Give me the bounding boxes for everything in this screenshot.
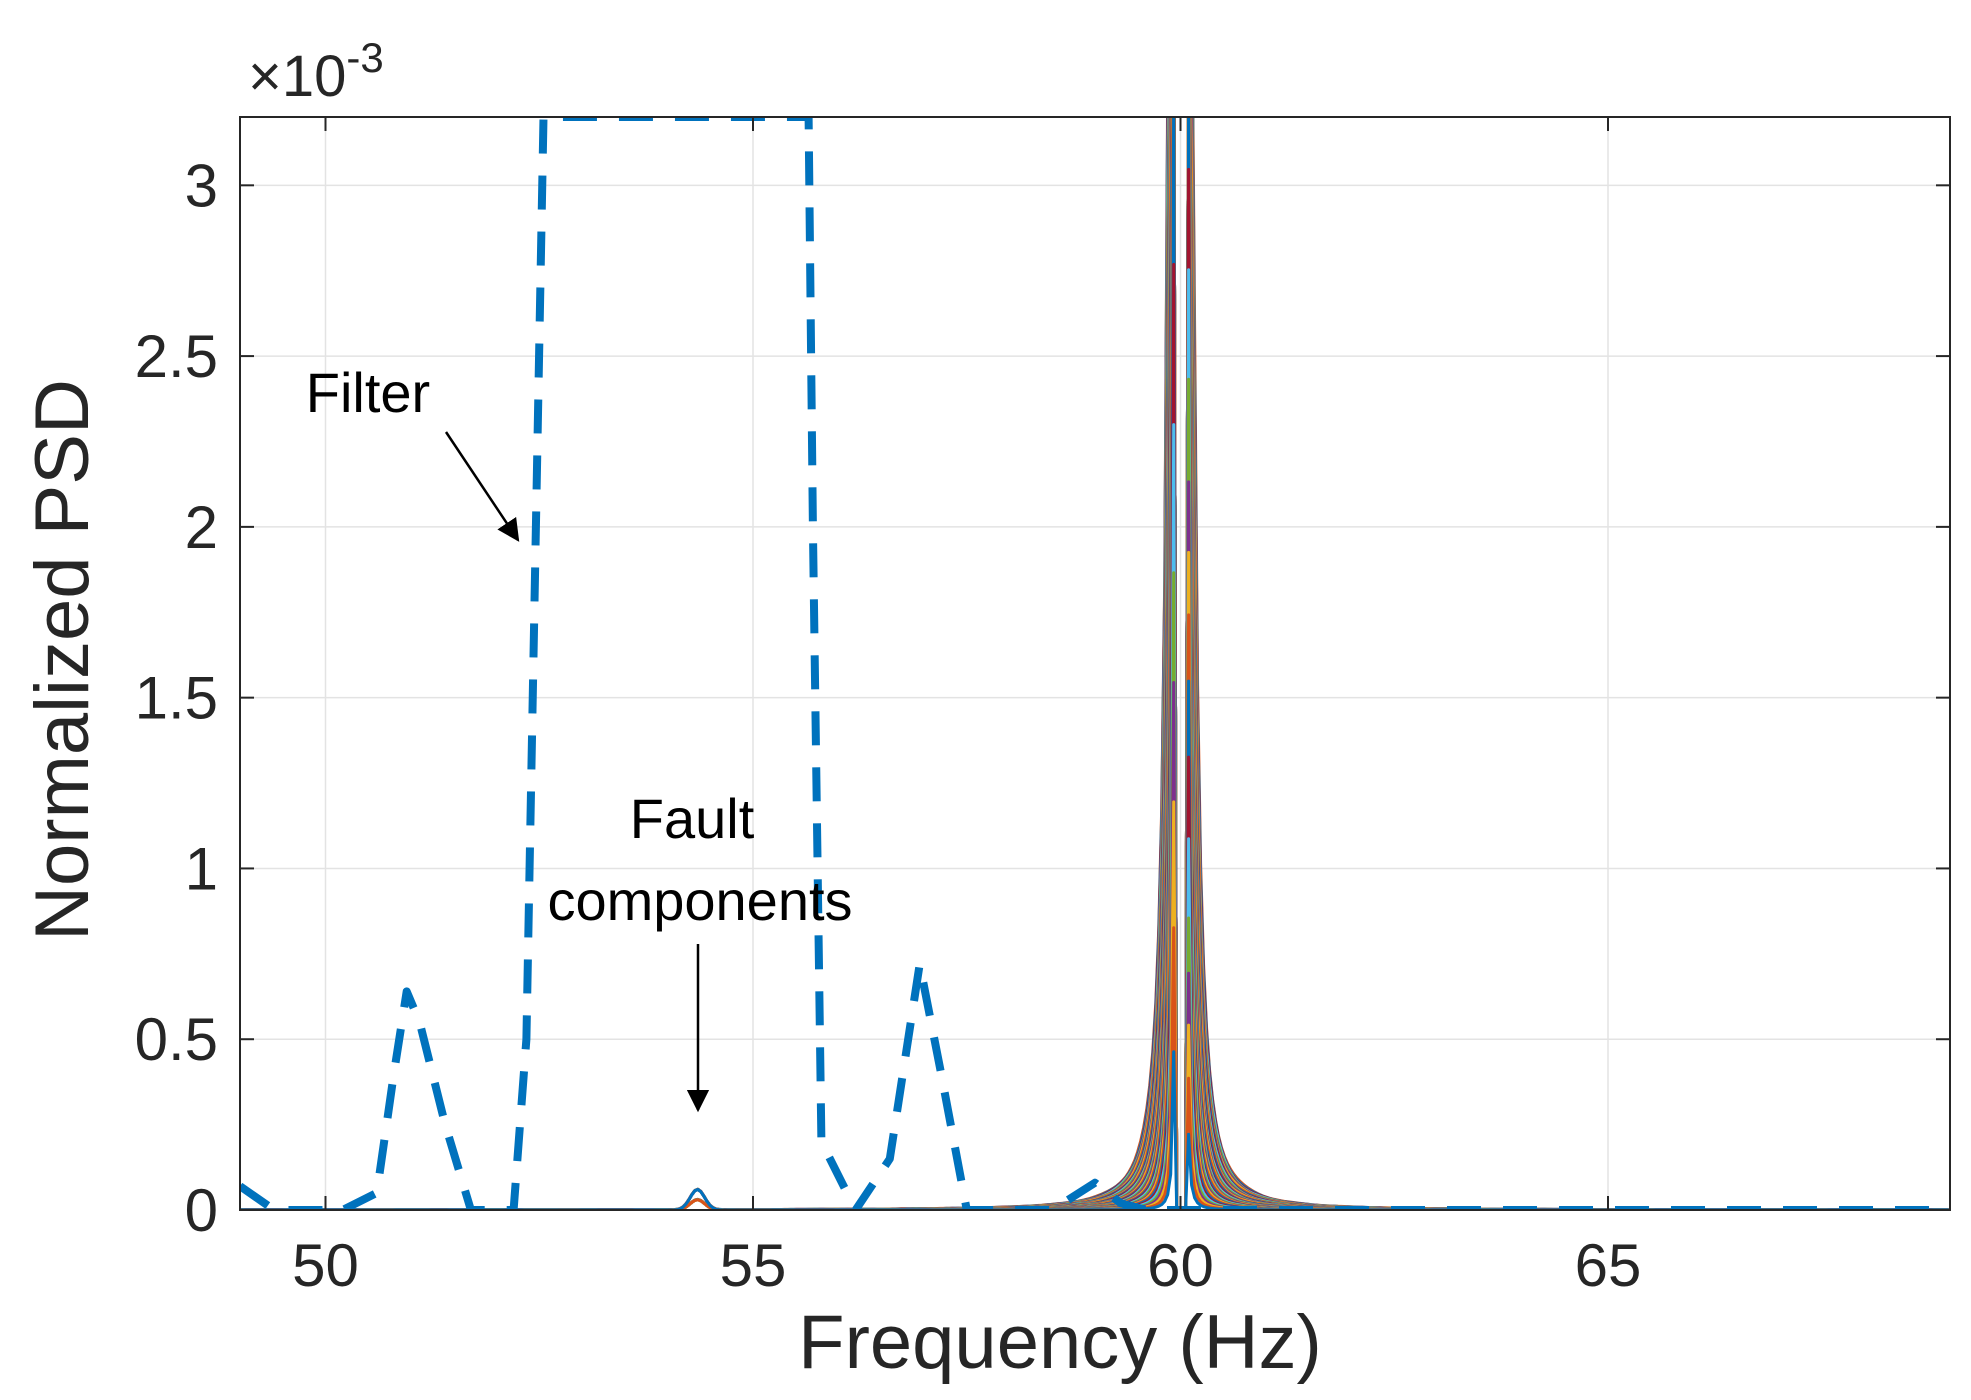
plot-area [240, 117, 1950, 1210]
x-tick-label: 55 [720, 1232, 787, 1299]
y-tick-label: 2 [185, 494, 218, 561]
y-exponent-label: ×10-3 [248, 34, 384, 109]
filter-annotation: Filter [306, 361, 430, 424]
filter-arrow [444, 431, 520, 542]
y-tick-label: 2.5 [135, 323, 218, 390]
ticks: 50 55 60 65 0 0.5 1 1.5 2 2.5 3 [135, 117, 1950, 1299]
exponent-base: 10 [282, 44, 347, 109]
plot-frame [239, 116, 1951, 1211]
fault-annotation-line1: Fault [630, 787, 755, 850]
exponent-times: × [248, 44, 282, 109]
fault-annotation-line2: components [547, 869, 852, 932]
y-tick-label: 0 [185, 1177, 218, 1244]
y-tick-label: 1 [185, 835, 218, 902]
exponent-power: -3 [346, 34, 383, 81]
x-axis-title: Frequency (Hz) [798, 1300, 1322, 1385]
x-tick-label: 50 [292, 1232, 359, 1299]
x-tick-label: 65 [1575, 1232, 1642, 1299]
y-tick-label: 0.5 [135, 1006, 218, 1073]
y-axis-title: Normalized PSD [20, 379, 105, 941]
x-tick-label: 60 [1147, 1232, 1214, 1299]
y-tick-label: 3 [185, 152, 218, 219]
y-tick-label: 1.5 [135, 665, 218, 732]
